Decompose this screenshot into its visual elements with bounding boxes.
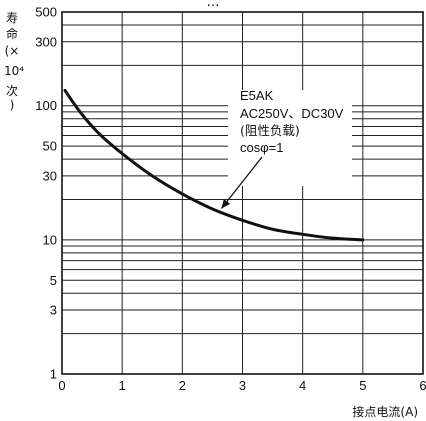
annotation: E5AK AC250V、DC30V (阻性负载) cosφ=1 <box>220 88 352 209</box>
x-tick-label: 4 <box>299 378 306 393</box>
y-tick-label: 3 <box>50 303 57 318</box>
plot-border <box>61 11 424 375</box>
plot-frame <box>61 11 424 375</box>
x-tick-label: 2 <box>179 378 186 393</box>
y-tick-labels: 1 3 5 10 30 50 100 300 500 <box>35 5 57 382</box>
y-label-char: 命 <box>6 26 18 41</box>
y-label-char: 10⁴ <box>4 64 24 78</box>
y-axis-label: 寿命 (× 10⁴ 次) <box>4 11 24 112</box>
y-tick-label: 5 <box>50 273 57 288</box>
annotation-line: cosφ=1 <box>240 140 283 155</box>
y-tick-label: 300 <box>35 34 57 49</box>
annotation-background <box>228 90 352 186</box>
y-tick-label: 10 <box>43 232 57 247</box>
y-tick-label: 1 <box>50 367 57 382</box>
x-tick-label: 1 <box>119 378 126 393</box>
y-label-char: (× <box>5 44 20 58</box>
annotation-line: AC250V、DC30V <box>240 106 344 121</box>
x-tick-labels: 0 1 2 3 4 5 6 <box>58 378 426 393</box>
x-axis-label: 接点电流(A) <box>352 404 418 419</box>
annotation-line: E5AK <box>240 88 274 103</box>
y-tick-label: 500 <box>35 5 57 20</box>
y-label-char: 寿 <box>6 11 18 25</box>
y-label-char: 次 <box>6 84 18 98</box>
y-tick-label: 100 <box>35 98 57 113</box>
x-tick-label: 6 <box>419 378 426 393</box>
annotation-arrow <box>220 156 263 209</box>
y-tick-label: 30 <box>43 168 57 183</box>
title-fragment: … <box>207 0 220 10</box>
grid-lines <box>62 12 423 374</box>
x-tick-label: 5 <box>359 378 366 393</box>
y-label-char: ) <box>10 98 15 112</box>
x-tick-label: 3 <box>239 378 246 393</box>
y-tick-label: 50 <box>43 139 57 154</box>
series-layer <box>63 88 365 242</box>
life-curve <box>63 88 365 242</box>
annotation-arrowhead <box>221 198 231 209</box>
annotation-line: (阻性负载) <box>240 123 300 138</box>
x-tick-label: 0 <box>58 378 65 393</box>
